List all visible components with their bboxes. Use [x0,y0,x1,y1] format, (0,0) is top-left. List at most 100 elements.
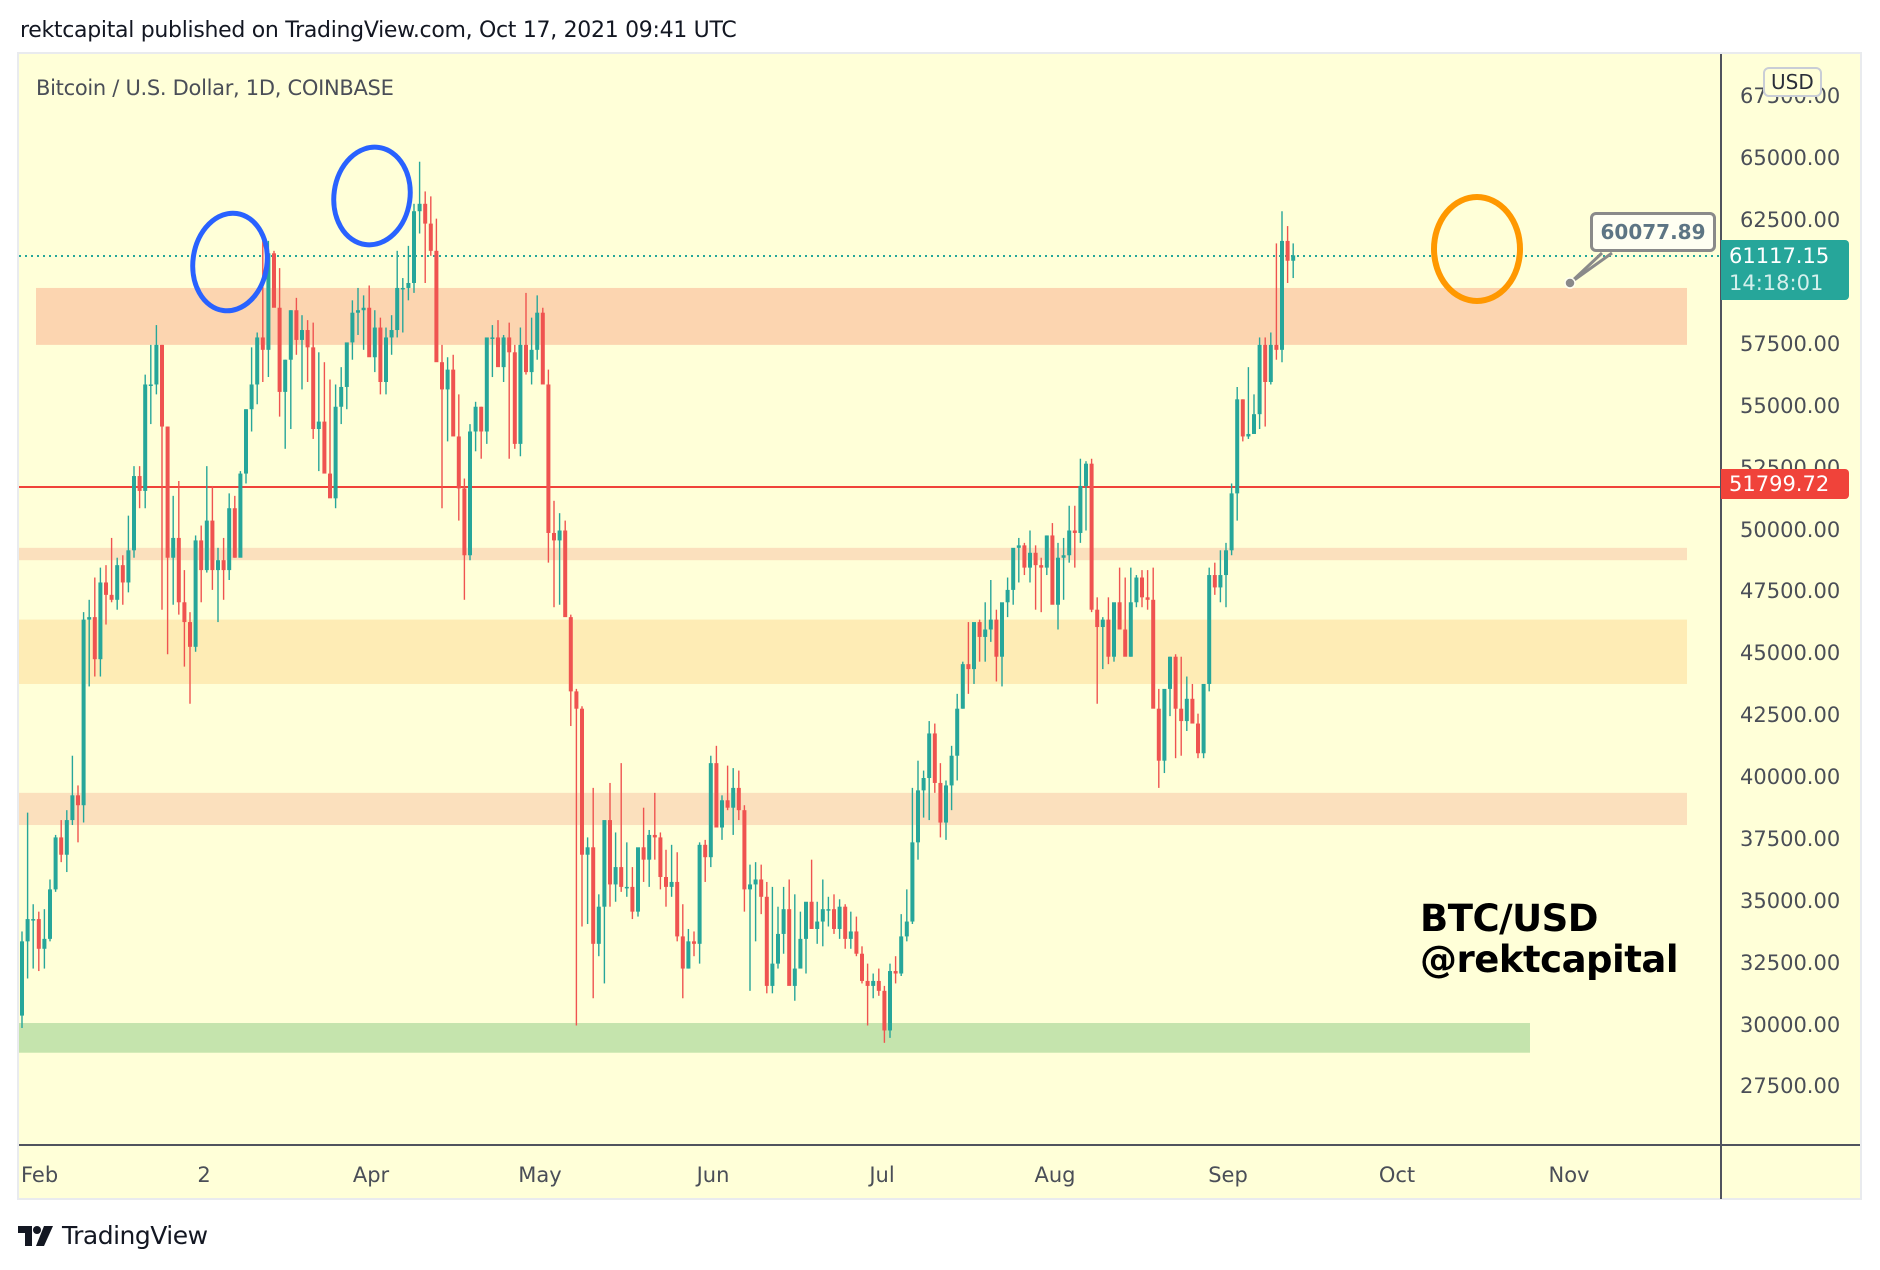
candle [652,792,657,860]
candle [910,787,915,925]
candle [288,310,293,430]
zone-49k[interactable] [19,547,1687,561]
candle [283,359,288,449]
time-tick-label: May [518,1163,562,1187]
candle [1168,656,1172,717]
candle [42,909,47,969]
candle [613,832,618,902]
candle [854,916,859,957]
candle [888,963,892,1038]
candle [1207,567,1212,692]
candle [1224,542,1228,608]
candle [972,622,976,684]
candle [636,847,640,917]
candle [1263,337,1268,427]
candle [552,500,556,608]
candle [820,879,825,947]
candle [546,369,551,563]
candle [1128,567,1133,657]
currency-badge[interactable]: USD [1763,67,1822,97]
candle [305,320,310,382]
candle [216,547,220,623]
candle [36,911,41,972]
candle [1033,545,1038,610]
time-tick-label: Apr [352,1163,390,1187]
candle [658,832,663,890]
candle [893,956,898,984]
candle [81,612,86,823]
zone-44-46k[interactable] [19,619,1687,684]
candle [188,612,192,704]
candle [871,973,876,999]
candle [148,344,153,425]
candle [826,896,831,927]
horizontal-line-price-label: 51799.72 [1721,469,1849,499]
candle [994,609,999,682]
candle [316,352,321,472]
candle [602,820,607,984]
candle [518,327,523,457]
candle [232,495,237,558]
candle [1000,602,1004,687]
candle [322,362,327,474]
bar-countdown: 14:18:01 [1729,271,1824,295]
candle [378,317,383,395]
candle [1095,597,1100,704]
price-callout[interactable]: 60077.89 [1590,212,1716,252]
candle [227,493,232,580]
support-zone-green[interactable] [19,1023,1530,1053]
candle [143,374,148,509]
candle [1061,537,1066,600]
candle [557,513,562,605]
candle [1184,676,1189,731]
candle [372,310,377,373]
candle [1151,567,1156,709]
candle [540,307,545,385]
candle [748,864,752,991]
candle [344,342,349,410]
candle [468,424,472,561]
tradingview-logo[interactable]: TradingView [18,1221,208,1250]
candle [501,334,506,382]
candle [563,520,568,618]
candle [843,904,848,949]
zone-38-39k[interactable] [19,792,1687,826]
candle [1028,530,1032,583]
candle [451,354,456,437]
candle [137,466,142,509]
candles [20,161,1296,1043]
price-tick-label: 55000.00 [1740,393,1841,418]
candle [955,693,960,781]
candle [1056,542,1060,630]
candle [311,322,316,439]
candle [412,203,416,293]
candle [277,268,282,417]
candle [865,963,870,1026]
candle [70,755,75,826]
candle [417,161,422,234]
candle [462,478,467,600]
candle [300,315,304,390]
candle [927,721,932,821]
candle [686,928,691,969]
symbol-legend[interactable]: Bitcoin / U.S. Dollar, 1D, COINBASE [36,76,394,100]
last-price-value: 61117.15 [1729,244,1830,268]
annotation-blue-circle-2 [331,144,413,248]
candle [585,837,590,925]
candle [76,785,80,843]
candle [1078,458,1083,543]
candle [350,300,355,360]
candle [804,901,808,974]
candle [126,515,131,593]
candle [1072,505,1077,568]
candle [512,344,517,449]
candle [165,426,170,655]
candle [988,580,993,642]
candle [809,859,814,929]
candle [580,706,584,927]
resistance-zone-top[interactable] [36,287,1687,345]
candle [59,820,64,863]
candle [680,904,685,999]
watermark-line-author: @rektcapital [1420,938,1679,981]
